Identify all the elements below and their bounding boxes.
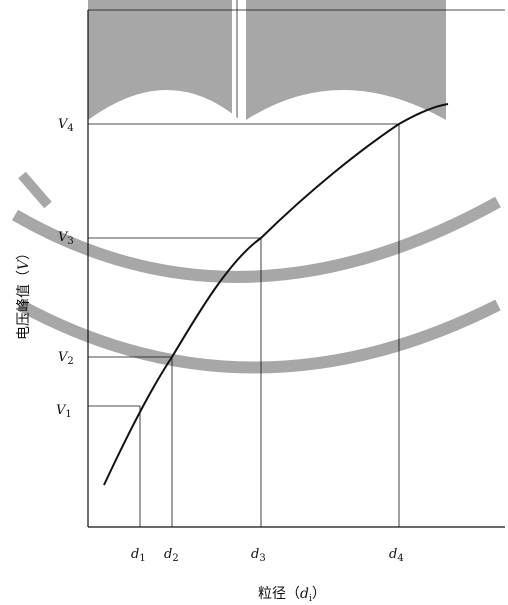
- guide-line-1: [88, 405, 141, 527]
- x-tick-label-4: d4: [389, 547, 404, 564]
- y-tick-label-4: V4: [58, 117, 74, 134]
- x-tick-label-3: d3: [251, 547, 266, 564]
- guide-lines: [88, 123, 400, 527]
- y-axis-title: 电压峰值（V）: [16, 246, 32, 340]
- x-tick-label-2: d2: [164, 547, 179, 564]
- watermark-logo: [12, 0, 501, 374]
- y-tick-label-2: V2: [58, 350, 74, 367]
- voltage-curve: [103, 103, 449, 486]
- x-tick-label-1: d1: [131, 547, 146, 564]
- y-tick-label-3: V3: [58, 230, 74, 247]
- x-axis-title: 粒径（di）: [258, 586, 326, 604]
- axes: [87, 9, 505, 528]
- y-tick-label-1: V1: [56, 403, 72, 420]
- guide-line-2: [88, 356, 173, 527]
- guide-line-4: [88, 123, 400, 527]
